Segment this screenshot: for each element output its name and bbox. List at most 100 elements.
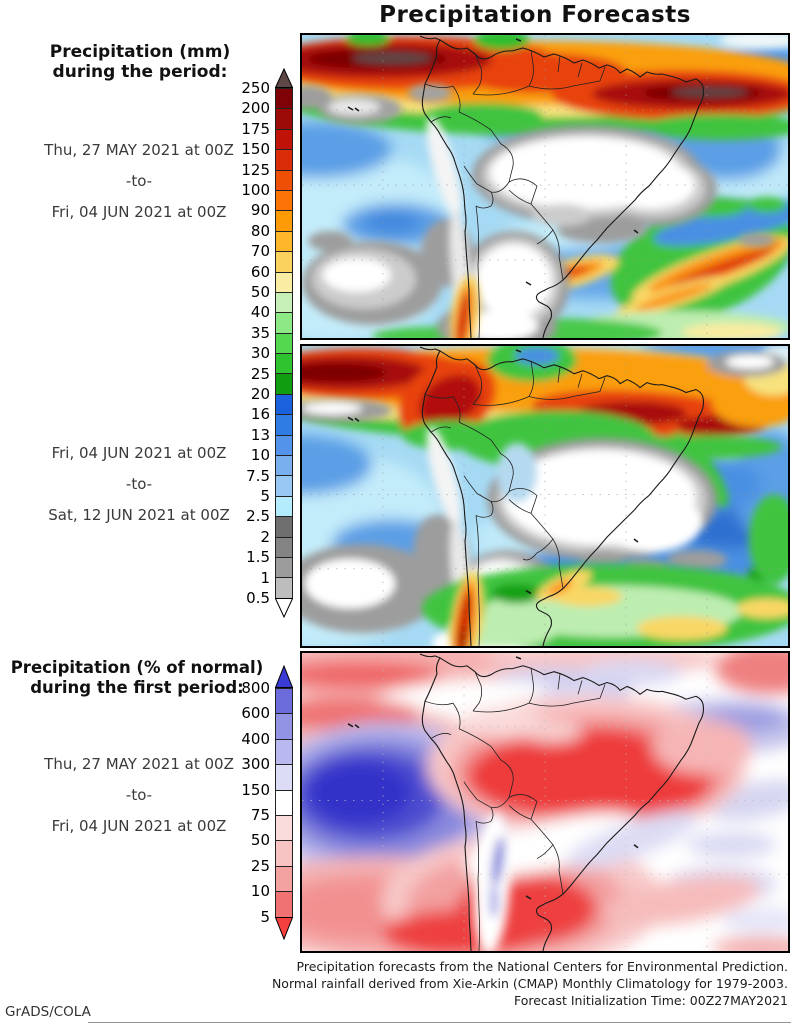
colorbar-segment bbox=[275, 271, 293, 292]
map1-coastline bbox=[347, 35, 705, 338]
colorbar-segment bbox=[275, 891, 293, 917]
pct-colorbar: 800 600 400 300 150 75 50 25 10 5 bbox=[241, 665, 293, 940]
colorbar-segment bbox=[275, 128, 293, 150]
colorbar-tick-label: 600 bbox=[241, 704, 270, 723]
colorbar-segment bbox=[275, 169, 293, 190]
colorbar-tick-label: 5 bbox=[260, 487, 270, 505]
map2-chile-streak bbox=[449, 571, 485, 646]
colorbar-tick-label: 250 bbox=[241, 79, 270, 97]
colorbar-segment bbox=[275, 495, 293, 517]
colorbar-tick-label: 2.5 bbox=[246, 507, 270, 526]
colorbar-tick-label: 20 bbox=[250, 385, 270, 403]
colorbar-segment bbox=[275, 475, 293, 496]
period2-start: Fri, 04 JUN 2021 at 00Z bbox=[51, 444, 227, 462]
period3-separator: -to- bbox=[125, 786, 153, 804]
colorbar-tick-label: 150 bbox=[241, 140, 270, 159]
colorbar-tick-label: 25 bbox=[250, 364, 270, 383]
bottom-divider bbox=[88, 1022, 791, 1023]
pct-header-line1: Precipitation (% of normal) bbox=[10, 658, 264, 677]
pct-scale-header: Precipitation (% of normal) during the f… bbox=[4, 658, 270, 698]
colorbar-segment bbox=[275, 814, 293, 841]
colorbar-over-arrow bbox=[275, 665, 293, 688]
grads-credit: GrADS/COLA bbox=[5, 1004, 91, 1020]
map3-anomaly-blobs bbox=[302, 653, 788, 951]
period1-start: Thu, 27 MAY 2021 at 00Z bbox=[44, 141, 234, 159]
colorbar-segment bbox=[275, 840, 293, 866]
colorbar-under-arrow bbox=[275, 916, 293, 940]
colorbar-segment bbox=[275, 393, 293, 415]
colorbar-segment bbox=[275, 332, 293, 354]
footer-line-1: Precipitation forecasts from the Nationa… bbox=[296, 959, 788, 974]
period2-dates: Fri, 04 JUN 2021 at 00Z -to- Sat, 12 JUN… bbox=[9, 444, 269, 537]
pct-header-line2: during the first period: bbox=[30, 678, 244, 697]
colorbar-tick-label: 90 bbox=[250, 201, 270, 220]
colorbar-tick-label: 16 bbox=[250, 405, 270, 424]
colorbar-tick-label: 30 bbox=[250, 344, 270, 363]
map2-borders bbox=[424, 360, 606, 646]
map1-borders bbox=[424, 49, 606, 338]
period3-dates: Thu, 27 MAY 2021 at 00Z -to- Fri, 04 JUN… bbox=[9, 755, 269, 848]
map3-coastline bbox=[347, 653, 705, 951]
page-title: Precipitation Forecasts bbox=[379, 2, 691, 28]
colorbar-segment bbox=[275, 738, 293, 765]
colorbar-tick-label: 150 bbox=[241, 780, 270, 799]
colorbar-segment bbox=[275, 455, 293, 476]
colorbar-tick-label: 1 bbox=[260, 568, 270, 587]
colorbar-tick-label: 13 bbox=[250, 425, 270, 444]
colorbar-segment bbox=[275, 688, 293, 714]
colorbar-tick-label: 0.5 bbox=[246, 589, 270, 607]
map2-graphic bbox=[302, 346, 788, 646]
colorbar-tick-label: 25 bbox=[250, 856, 270, 875]
colorbar-tick-label: 50 bbox=[250, 831, 270, 850]
colorbar-segment bbox=[275, 291, 293, 313]
colorbar-segment bbox=[275, 516, 293, 537]
colorbar-tick-label: 35 bbox=[250, 323, 270, 342]
colorbar-tick-label: 400 bbox=[241, 729, 270, 748]
colorbar-segment bbox=[275, 88, 293, 109]
colorbar-segment bbox=[275, 556, 293, 578]
period2-end: Sat, 12 JUN 2021 at 00Z bbox=[48, 506, 230, 524]
footer-notes: Precipitation forecasts from the Nationa… bbox=[272, 958, 788, 1009]
map3-borders bbox=[424, 667, 606, 951]
colorbar-under-arrow bbox=[275, 597, 293, 618]
colorbar-segment bbox=[275, 251, 293, 272]
colorbar-tick-label: 200 bbox=[241, 99, 270, 118]
colorbar-segment bbox=[275, 108, 293, 129]
colorbar-segment bbox=[275, 764, 293, 790]
colorbar-segment bbox=[275, 536, 293, 557]
colorbar-tick-label: 800 bbox=[241, 679, 270, 697]
colorbar-segment bbox=[275, 189, 293, 211]
colorbar-segment bbox=[275, 210, 293, 231]
map3-graphic bbox=[302, 653, 788, 951]
colorbar-tick-label: 100 bbox=[241, 181, 270, 199]
colorbar-segment bbox=[275, 865, 293, 892]
colorbar-segment bbox=[275, 577, 293, 598]
mm-colorbar: 250 200 175 150 125 100 90 80 70 60 50 40 35 30 25 20 16… bbox=[241, 68, 293, 618]
map-precip-mm-period1 bbox=[300, 33, 790, 340]
colorbar-segment bbox=[275, 312, 293, 333]
colorbar-segment bbox=[275, 373, 293, 394]
mm-scale-header: Precipitation (mm) during the period: bbox=[14, 42, 266, 82]
period1-separator: -to- bbox=[125, 172, 153, 190]
colorbar-tick-label: 300 bbox=[241, 755, 270, 774]
map1-dry-regions bbox=[302, 84, 775, 338]
colorbar-segment bbox=[275, 434, 293, 456]
map1-graphic bbox=[302, 35, 788, 338]
map2-south-green bbox=[422, 494, 788, 646]
mm-header-line2: during the period: bbox=[52, 62, 228, 82]
colorbar-tick-label: 5 bbox=[260, 907, 270, 926]
map-precip-mm-period2 bbox=[300, 344, 790, 648]
colorbar-tick-label: 50 bbox=[250, 283, 270, 301]
colorbar-tick-label: 80 bbox=[250, 221, 270, 240]
period1-end: Fri, 04 JUN 2021 at 00Z bbox=[51, 203, 227, 221]
colorbar-segment bbox=[275, 713, 293, 739]
colorbar-segment bbox=[275, 230, 293, 252]
colorbar-tick-label: 75 bbox=[250, 806, 270, 824]
colorbar-tick-label: 2 bbox=[260, 527, 270, 546]
mm-header-line1: Precipitation (mm) bbox=[49, 42, 231, 62]
colorbar-segment bbox=[275, 149, 293, 170]
map1-itcz-band bbox=[302, 35, 788, 140]
period2-separator: -to- bbox=[125, 475, 153, 493]
map2-coastline bbox=[347, 346, 705, 646]
